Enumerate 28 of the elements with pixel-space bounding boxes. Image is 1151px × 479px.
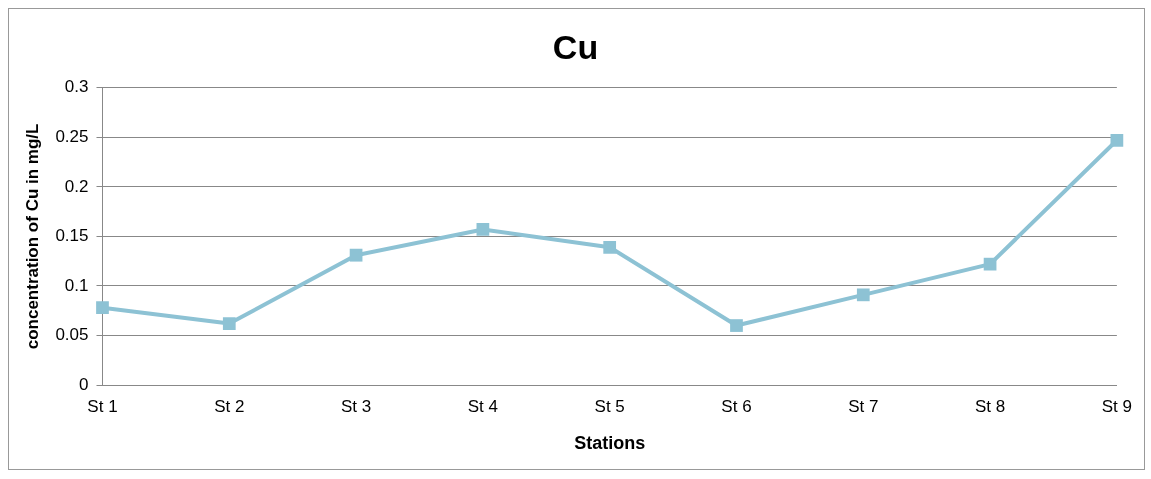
x-tick-label: St 5 [594, 396, 625, 416]
point [730, 319, 743, 332]
x-tick-label: St 7 [848, 396, 879, 416]
y-tick-label: 0.15 [55, 226, 89, 246]
x-tick-label: St 4 [467, 396, 499, 416]
point [983, 257, 997, 271]
point [96, 301, 109, 315]
x-tick-label: St 6 [721, 396, 752, 416]
y-axis-title: concentration of Cu in mg/L [22, 123, 42, 350]
x-tick-label: St 9 [1101, 396, 1133, 416]
y-tick-label: 0.3 [64, 77, 89, 97]
point [349, 248, 363, 262]
point [603, 240, 617, 254]
y-tick-label: 0.1 [64, 275, 89, 295]
x-axis-title: Stations [574, 433, 646, 454]
y-tick-label: 0.25 [55, 127, 89, 147]
point [222, 317, 236, 330]
y-tick-label: 0.05 [55, 325, 89, 345]
point [476, 223, 490, 236]
point [1110, 133, 1124, 147]
x-tick-label: St 3 [340, 396, 372, 416]
x-tick-label: St 1 [87, 396, 118, 416]
point [856, 288, 870, 302]
chart-title: Cu [552, 27, 599, 66]
x-tick-label: St 2 [214, 396, 245, 416]
y-tick-label: 0 [79, 374, 89, 394]
y-tick-label: 0.2 [64, 176, 89, 196]
x-tick-label: St 8 [974, 396, 1006, 416]
